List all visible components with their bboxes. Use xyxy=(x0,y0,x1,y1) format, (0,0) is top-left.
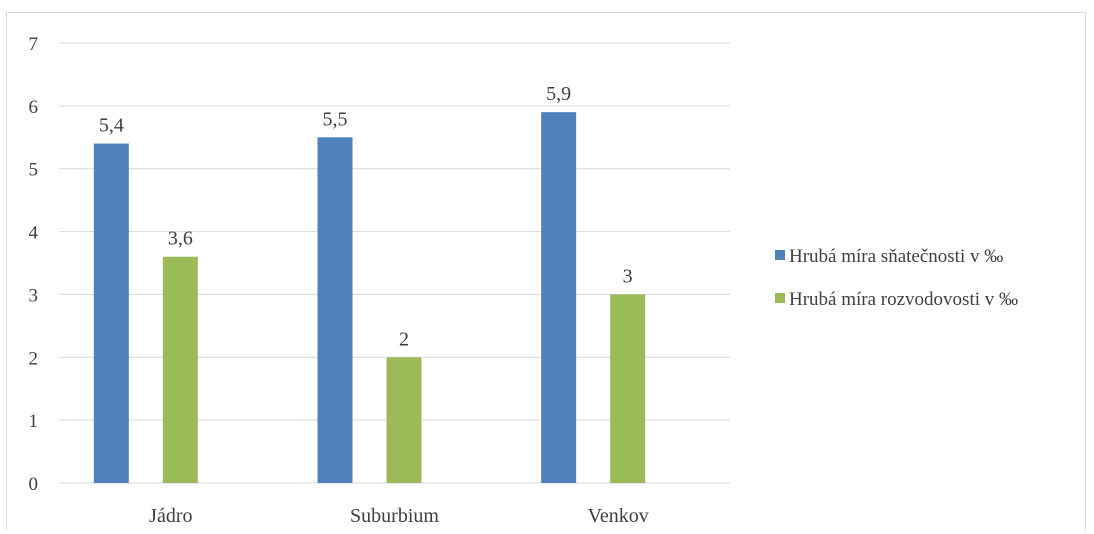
bar xyxy=(93,143,129,484)
data-label: 3 xyxy=(623,265,633,287)
bar xyxy=(162,256,198,483)
y-tick-label: 5 xyxy=(29,160,39,181)
data-label: 2 xyxy=(399,328,409,350)
bars: 5,4 3,6 5,5 2 5,9 3 xyxy=(93,83,646,484)
chart-frame xyxy=(6,12,1086,530)
y-tick-label: 7 xyxy=(29,34,39,55)
data-label: 3,6 xyxy=(168,228,193,250)
data-label: 5,4 xyxy=(99,115,124,137)
y-tick-label: 6 xyxy=(29,97,39,118)
legend-swatch xyxy=(775,293,785,303)
y-tick-label: 4 xyxy=(29,223,39,244)
legend-label: Hrubá míra rozvodovosti v ‰ xyxy=(789,289,1018,310)
bar xyxy=(610,294,646,483)
bar xyxy=(386,357,422,483)
legend-label: Hrubá míra sňatečnosti v ‰ xyxy=(789,246,1003,267)
x-tick-label: Suburbium xyxy=(350,505,439,527)
y-tick-label: 1 xyxy=(29,411,39,432)
x-tick-label: Venkov xyxy=(588,505,649,527)
bar xyxy=(541,112,577,484)
data-label: 5,9 xyxy=(546,83,571,105)
y-tick-label: 3 xyxy=(29,285,39,306)
legend-swatch xyxy=(775,250,785,260)
legend: Hrubá míra sňatečnosti v ‰ Hrubá míra roz… xyxy=(775,246,1018,310)
y-tick-label: 2 xyxy=(29,348,39,369)
x-tick-label: Jádro xyxy=(149,505,192,527)
bar xyxy=(317,137,353,484)
x-axis: Jádro Suburbium Venkov xyxy=(149,505,649,527)
data-label: 5,5 xyxy=(323,108,348,130)
y-axis: 0 1 2 3 4 5 6 7 xyxy=(29,34,39,495)
y-tick-label: 0 xyxy=(29,474,39,495)
